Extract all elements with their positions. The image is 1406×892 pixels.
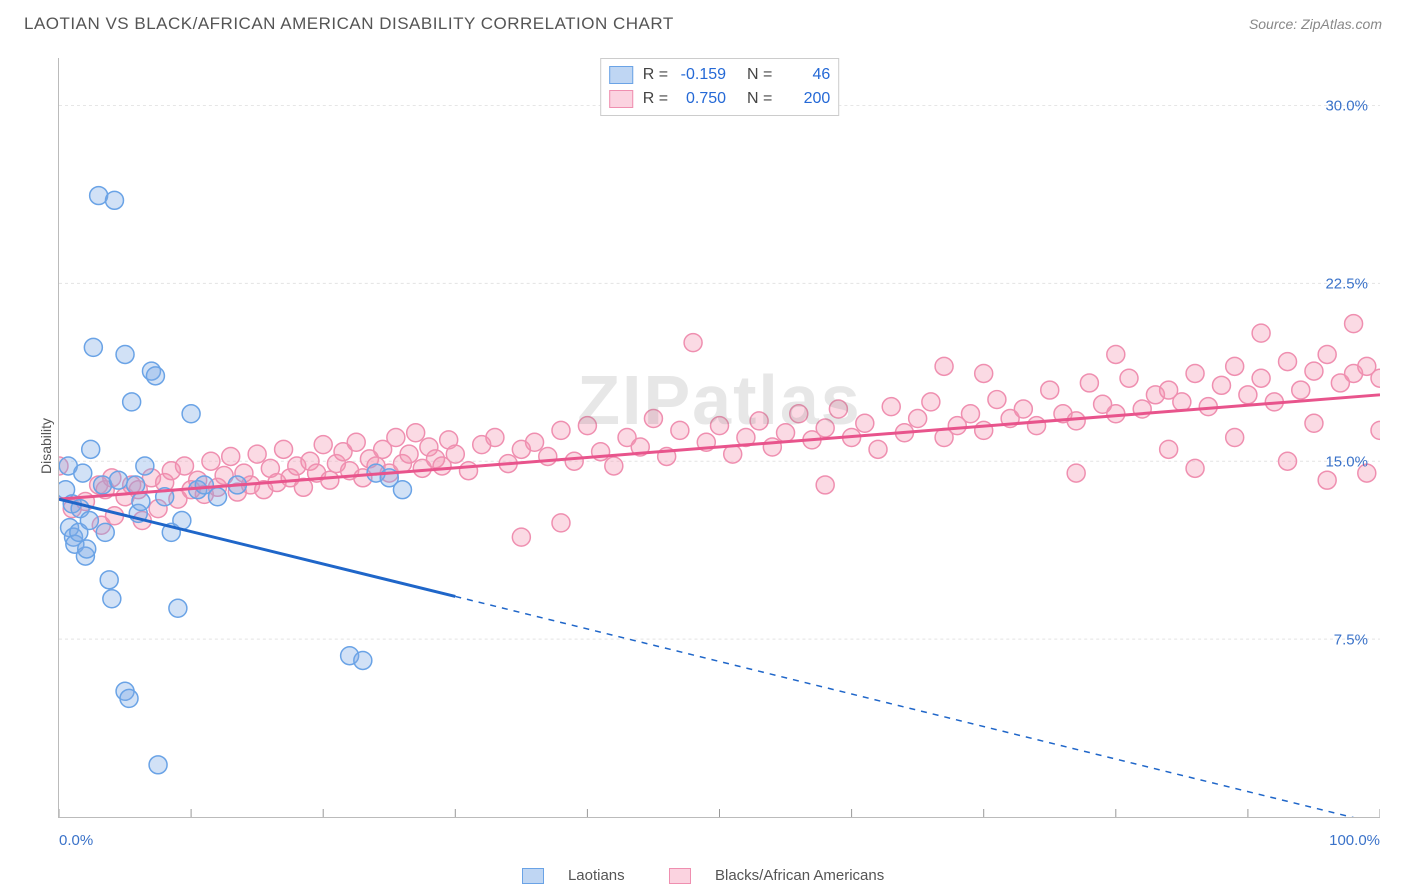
- correlation-stats-box: R = -0.159 N = 46 R = 0.750 N = 200: [600, 58, 840, 116]
- stats-row-laotians: R = -0.159 N = 46: [609, 63, 831, 87]
- n-value-laotians: 46: [778, 63, 830, 87]
- legend-item-blacks: Blacks/African Americans: [659, 867, 894, 884]
- r-value-blacks: 0.750: [674, 87, 726, 111]
- r-value-laotians: -0.159: [674, 63, 726, 87]
- swatch-laotians-icon: [609, 66, 633, 84]
- plot-region: ZIPatlas R = -0.159 N = 46 R = 0.750 N =…: [58, 58, 1380, 818]
- legend-item-laotians: Laotians: [512, 867, 639, 884]
- x-tick-label-start: 0.0%: [59, 832, 93, 849]
- swatch-blacks-icon: [609, 90, 633, 108]
- y-tick-label: 22.5%: [1325, 275, 1368, 292]
- chart-title: LAOTIAN VS BLACK/AFRICAN AMERICAN DISABI…: [24, 14, 674, 34]
- source-attribution: Source: ZipAtlas.com: [1249, 16, 1382, 32]
- scatter-plot-svg: [59, 58, 1380, 817]
- stats-row-blacks: R = 0.750 N = 200: [609, 87, 831, 111]
- chart-header: LAOTIAN VS BLACK/AFRICAN AMERICAN DISABI…: [0, 0, 1406, 44]
- y-tick-label: 15.0%: [1325, 453, 1368, 470]
- y-tick-label: 30.0%: [1325, 97, 1368, 114]
- chart-area: ZIPatlas R = -0.159 N = 46 R = 0.750 N =…: [50, 58, 1380, 818]
- bottom-legend: Laotians Blacks/African Americans: [0, 867, 1406, 884]
- n-value-blacks: 200: [778, 87, 830, 111]
- y-tick-label: 7.5%: [1334, 631, 1368, 648]
- x-tick-label-end: 100.0%: [1329, 832, 1380, 849]
- legend-swatch-laotians-icon: [522, 868, 544, 884]
- legend-swatch-blacks-icon: [669, 868, 691, 884]
